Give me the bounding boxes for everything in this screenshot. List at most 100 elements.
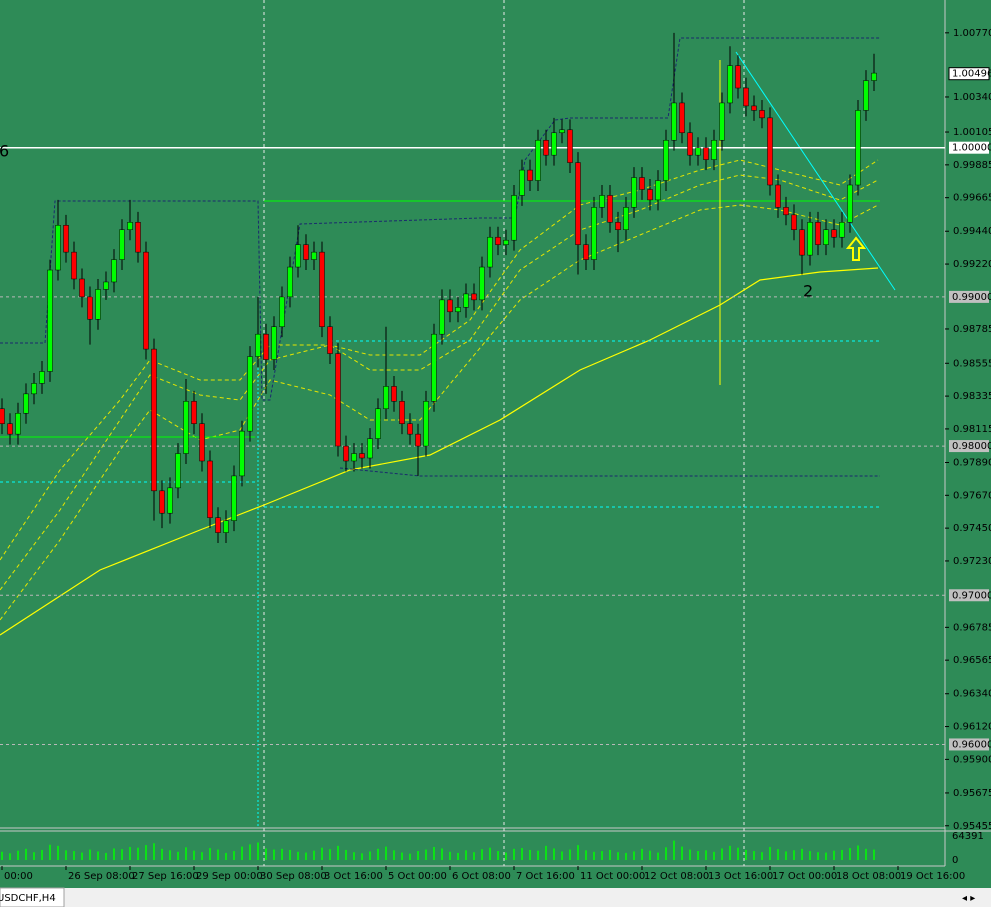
candle-body <box>471 293 477 301</box>
candle-body <box>663 139 669 181</box>
bid-label: 1.00496 <box>952 69 991 80</box>
candle-body <box>311 251 317 260</box>
y-tick-label: 1.00105 <box>953 127 991 138</box>
candle-body <box>199 423 205 462</box>
x-tick-label: 7 Oct 16:00 <box>516 871 575 882</box>
candle-body <box>759 110 765 119</box>
candle-body <box>639 177 645 190</box>
x-tick-label: 30 Sep 08:00 <box>260 871 327 882</box>
candle-body <box>375 408 381 439</box>
level-label-box <box>949 290 989 303</box>
candle-body <box>103 281 109 290</box>
level-label-box <box>949 440 989 453</box>
candle-body <box>71 251 77 280</box>
candle-body <box>111 259 117 283</box>
candle-body <box>711 139 717 160</box>
candle-body <box>871 72 877 81</box>
level-label: 0.98000 <box>952 441 991 452</box>
candle-body <box>343 445 349 462</box>
candle-body <box>119 229 125 260</box>
x-tick-label: 27 Sep 16:00 <box>132 871 199 882</box>
candle-body <box>455 307 461 313</box>
candle-body <box>39 371 45 384</box>
candle-body <box>87 296 93 320</box>
y-tick-label: 0.96785 <box>953 622 991 633</box>
candle-body <box>63 225 69 253</box>
candle-body <box>391 386 397 402</box>
y-tick-label: 1.00340 <box>953 92 991 103</box>
candle-body <box>631 177 637 208</box>
candle-body <box>855 110 861 186</box>
candle-body <box>751 105 757 111</box>
candle-body <box>783 207 789 216</box>
candle-body <box>487 236 493 268</box>
candle-body <box>519 169 525 196</box>
grid-separators <box>263 0 745 866</box>
candle-body <box>535 139 541 181</box>
candle-body <box>279 296 285 327</box>
level-label: 0.96000 <box>952 739 991 750</box>
candle-body <box>831 229 837 238</box>
candle-body <box>807 222 813 256</box>
x-tick-label: 5 Oct 00:00 <box>388 871 447 882</box>
candle-body <box>559 129 565 134</box>
tab-bar <box>0 888 991 907</box>
candle-body <box>239 430 245 477</box>
candle-body <box>695 147 701 156</box>
volume-tick-label: 64391 <box>952 831 984 842</box>
candle-body <box>823 229 829 245</box>
candle-body <box>327 326 333 354</box>
candle-body <box>703 147 709 160</box>
candle-body <box>671 102 677 141</box>
candle-body <box>15 413 21 435</box>
candle-body <box>167 487 173 514</box>
level-label-box <box>949 141 989 154</box>
candle-body <box>263 333 269 360</box>
candle-body <box>775 184 781 208</box>
candle-body <box>31 383 37 395</box>
arrow-marker <box>845 236 867 261</box>
x-tick-label: 00:00 <box>4 871 33 882</box>
scroll-arrows[interactable]: ◂ ▸ <box>962 893 975 904</box>
level-label: 0.97000 <box>952 590 991 601</box>
y-tick-label: 0.98555 <box>953 358 991 369</box>
x-tick-label: 13 Oct 16:00 <box>708 871 773 882</box>
candle-body <box>727 65 733 104</box>
candle-body <box>135 222 141 253</box>
symbol-tab[interactable] <box>0 887 65 907</box>
y-tick-label: 0.97890 <box>953 457 991 468</box>
candle-body <box>791 214 797 231</box>
y-tick-label: 0.95455 <box>953 821 991 832</box>
candle-body <box>223 520 229 533</box>
candle-body <box>383 386 389 410</box>
candle-body <box>127 222 133 231</box>
candle-body <box>175 453 181 489</box>
y-tick-label: 0.95675 <box>953 788 991 799</box>
candle-body <box>511 195 517 241</box>
candle-body <box>143 251 149 350</box>
candle-body <box>431 333 437 402</box>
candle-body <box>847 184 853 223</box>
y-tick-label: 0.99665 <box>953 193 991 204</box>
candle-body <box>47 269 53 372</box>
candle-body <box>335 353 341 447</box>
candle-body <box>567 129 573 163</box>
y-tick-label: 0.97230 <box>953 556 991 567</box>
candle-body <box>7 423 13 435</box>
symbol-tab-label[interactable]: USDCHF,H4 <box>0 893 56 904</box>
candle-body <box>543 139 549 156</box>
y-tick-label: 0.96565 <box>953 655 991 666</box>
level-label: 0.99000 <box>952 292 991 303</box>
candle-body <box>287 266 293 298</box>
candle-body <box>407 423 413 435</box>
candle-body <box>687 132 693 156</box>
candle-body <box>615 222 621 231</box>
candle-body <box>799 229 805 256</box>
candle-body <box>231 475 237 521</box>
candle-body <box>863 80 869 111</box>
x-tick-label: 18 Oct 08:00 <box>836 871 901 882</box>
candle-body <box>159 490 165 514</box>
y-tick-label: 0.95900 <box>953 754 991 765</box>
candle-body <box>527 169 533 181</box>
candle-body <box>415 433 421 447</box>
